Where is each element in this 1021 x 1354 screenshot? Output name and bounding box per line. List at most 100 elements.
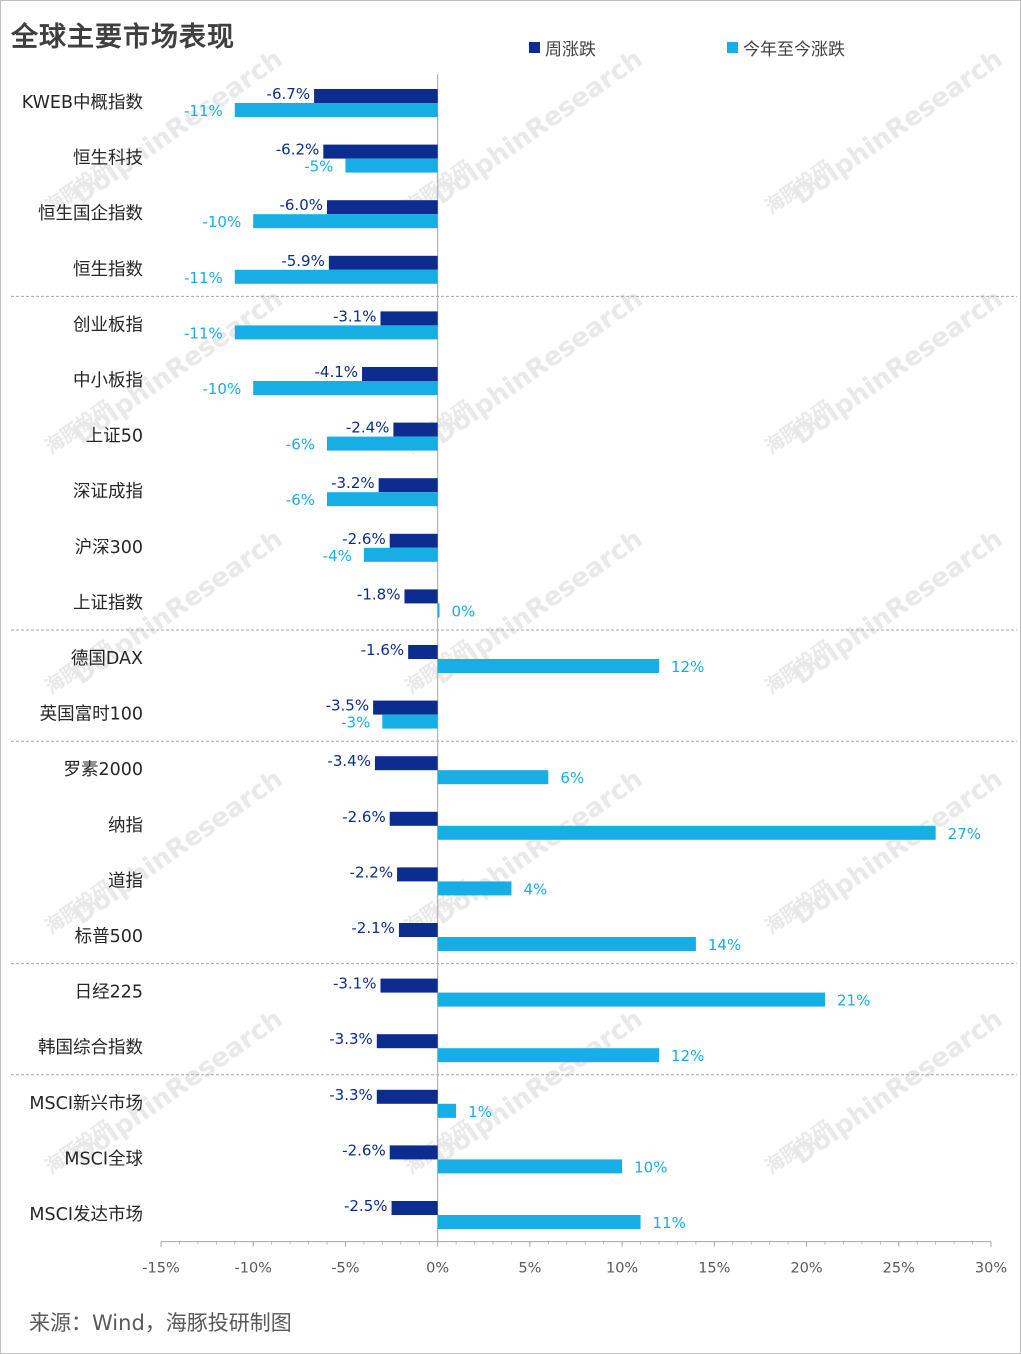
data-label-weekly: -3.2%	[331, 474, 375, 492]
data-label-ytd: 11%	[653, 1214, 686, 1232]
x-tick-label: 10%	[606, 1261, 638, 1277]
bar-ytd	[437, 1215, 641, 1229]
bar-ytd	[437, 659, 659, 673]
data-label-weekly: -4.1%	[315, 363, 359, 381]
legend-item-weekly: 周涨跌	[529, 35, 596, 60]
legend: 周涨跌 今年至今涨跌	[529, 35, 929, 60]
source-note: 来源：Wind，海豚投研制图	[29, 1311, 292, 1335]
bar-ytd	[345, 158, 438, 173]
x-tick-label: 25%	[883, 1261, 915, 1277]
watermark-brand: DolphinResearch	[428, 44, 648, 211]
category-label: 中小板指	[73, 371, 143, 391]
category-label: 创业板指	[73, 315, 143, 335]
data-label-weekly: -2.5%	[344, 1197, 388, 1215]
data-label-weekly: -1.8%	[357, 585, 401, 603]
legend-item-ytd: 今年至今涨跌	[727, 35, 845, 60]
bar-ytd	[234, 103, 438, 117]
data-label-weekly: -2.6%	[342, 808, 386, 826]
legend-label-ytd: 今年至今涨跌	[743, 40, 845, 60]
x-tick-label: 30%	[975, 1261, 1007, 1277]
data-label-ytd: -11%	[184, 269, 223, 287]
data-label-weekly: -1.6%	[361, 641, 405, 659]
watermark-brand: DolphinResearch	[788, 284, 1008, 451]
category-label: 道指	[108, 871, 143, 891]
watermark-brand: DolphinResearch	[788, 44, 1008, 211]
bar-ytd	[234, 325, 438, 340]
watermark-brand: DolphinResearch	[68, 764, 288, 931]
data-label-weekly: -3.1%	[333, 307, 377, 325]
data-label-weekly: -2.6%	[342, 530, 386, 548]
bar-ytd	[437, 881, 512, 896]
data-label-ytd: 27%	[948, 825, 981, 843]
x-tick-label: 15%	[698, 1261, 730, 1277]
data-label-ytd: -6%	[286, 491, 315, 509]
data-label-ytd: 0%	[452, 602, 476, 620]
watermark-brand: DolphinResearch	[428, 284, 648, 451]
data-label-weekly: -3.5%	[326, 697, 370, 715]
bar-weekly	[374, 756, 438, 771]
x-tick-label: -5%	[331, 1261, 359, 1277]
bar-ytd	[382, 714, 438, 729]
watermark-brand: DolphinResearch	[788, 1004, 1008, 1171]
x-tick-label: -15%	[142, 1261, 179, 1277]
bar-ytd	[437, 1103, 457, 1118]
category-label: MSCI发达市场	[29, 1205, 143, 1225]
bar-weekly	[389, 533, 438, 548]
data-label-weekly: -6.0%	[279, 196, 323, 214]
x-tick-label: 0%	[426, 1261, 449, 1277]
bar-ytd	[253, 214, 438, 229]
data-label-ytd: -5%	[304, 158, 333, 176]
data-label-ytd: 10%	[634, 1158, 667, 1176]
watermark-brand: DolphinResearch	[428, 1004, 648, 1171]
data-label-weekly: -6.7%	[267, 85, 311, 103]
data-label-weekly: -3.4%	[327, 752, 371, 770]
bar-ytd	[327, 436, 438, 451]
data-label-weekly: -2.4%	[346, 419, 390, 437]
bar-weekly	[328, 255, 438, 270]
bar-weekly	[323, 144, 438, 159]
bar-ytd	[437, 770, 549, 785]
category-label: 标普500	[75, 927, 143, 947]
data-label-ytd: 1%	[468, 1103, 492, 1121]
bar-weekly	[376, 1034, 438, 1049]
legend-swatch-ytd	[727, 42, 738, 53]
data-label-ytd: 21%	[837, 992, 870, 1010]
bar-weekly	[378, 478, 438, 493]
data-label-ytd: 12%	[671, 658, 704, 676]
category-label: 韩国综合指数	[38, 1038, 143, 1058]
category-label: 恒生科技	[73, 149, 143, 169]
category-label: KWEB中概指数	[22, 93, 143, 113]
category-label: 罗素2000	[63, 760, 143, 780]
data-label-ytd: -10%	[202, 380, 241, 398]
category-label: 恒生指数	[73, 260, 143, 280]
category-label: MSCI全球	[64, 1149, 143, 1169]
bar-ytd	[437, 1048, 659, 1063]
bar-ytd	[437, 603, 440, 618]
watermark-brand: DolphinResearch	[68, 1004, 288, 1171]
bar-ytd	[437, 825, 936, 840]
category-label: 上证50	[86, 427, 143, 447]
bar-weekly	[391, 1201, 438, 1215]
watermark-brand: DolphinResearch	[68, 44, 288, 211]
category-label: 沪深300	[75, 538, 143, 558]
data-label-weekly: -3.1%	[333, 975, 377, 993]
bar-weekly	[376, 1089, 438, 1104]
data-label-weekly: -2.2%	[350, 863, 394, 881]
bar-weekly	[327, 200, 438, 215]
data-label-ytd: 4%	[523, 880, 547, 898]
data-label-ytd: -10%	[202, 213, 241, 231]
bar-ytd	[437, 937, 696, 951]
legend-swatch-weekly	[529, 42, 540, 53]
bar-weekly	[404, 589, 438, 604]
data-label-ytd: -6%	[286, 436, 315, 454]
category-label: 英国富时100	[40, 705, 143, 725]
bar-weekly	[397, 867, 438, 882]
bar-weekly	[380, 311, 438, 326]
